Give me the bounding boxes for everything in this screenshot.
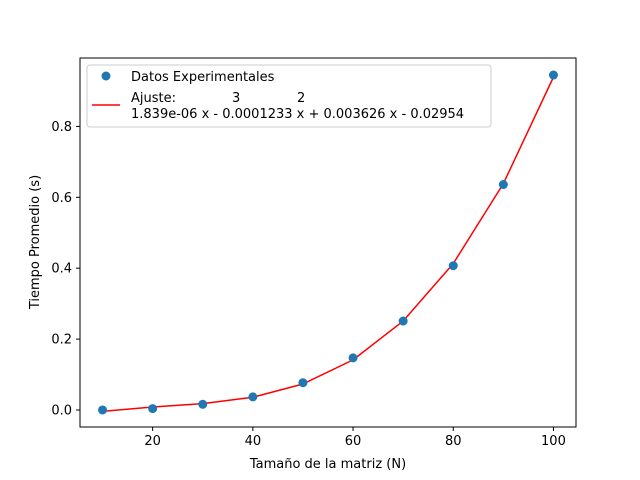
legend-label-fit-prefix: Ajuste: <box>131 91 176 106</box>
data-point <box>198 399 208 409</box>
y-tick-label: 0.6 <box>51 191 72 206</box>
y-tick-label: 0.0 <box>51 403 72 418</box>
legend-label-fit-exponent-2: 2 <box>297 91 305 106</box>
data-point <box>398 316 408 326</box>
axes: 20 40 60 80 100 0.0 0.2 0.4 0.6 0.8 <box>51 57 577 449</box>
data-point <box>98 405 108 415</box>
x-tick-label: 80 <box>445 434 462 449</box>
y-tick-label: 0.4 <box>51 262 72 277</box>
legend-label-fit-exponent-3: 3 <box>232 91 240 106</box>
y-axis-label: Tiempo Promedio (s) <box>28 175 43 310</box>
y-tick-label: 0.2 <box>51 333 72 348</box>
legend-box <box>86 64 492 128</box>
x-axis-label: Tamaño de la matriz (N) <box>249 457 406 472</box>
data-point <box>148 404 158 414</box>
x-tick-label: 20 <box>144 434 161 449</box>
data-point <box>498 180 508 190</box>
data-point <box>448 261 458 271</box>
x-tick-label: 60 <box>345 434 362 449</box>
legend: Datos Experimentales Ajuste: 3 2 1.839e-… <box>86 64 492 128</box>
axes-frame <box>79 57 577 428</box>
legend-label-fit-polynomial: 1.839e-06 x - 0.0001233 x + 0.003626 x -… <box>131 107 464 122</box>
fit-line <box>102 76 555 413</box>
legend-label-experimental: Datos Experimentales <box>131 70 275 85</box>
plot-area <box>98 70 558 415</box>
data-point <box>248 392 258 402</box>
x-tick-label: 100 <box>541 434 566 449</box>
data-point <box>298 378 308 388</box>
x-tick-label: 40 <box>245 434 262 449</box>
y-tick-label: 0.8 <box>51 120 72 135</box>
data-point <box>348 353 358 363</box>
legend-marker-experimental <box>101 71 111 81</box>
data-point <box>548 70 558 80</box>
